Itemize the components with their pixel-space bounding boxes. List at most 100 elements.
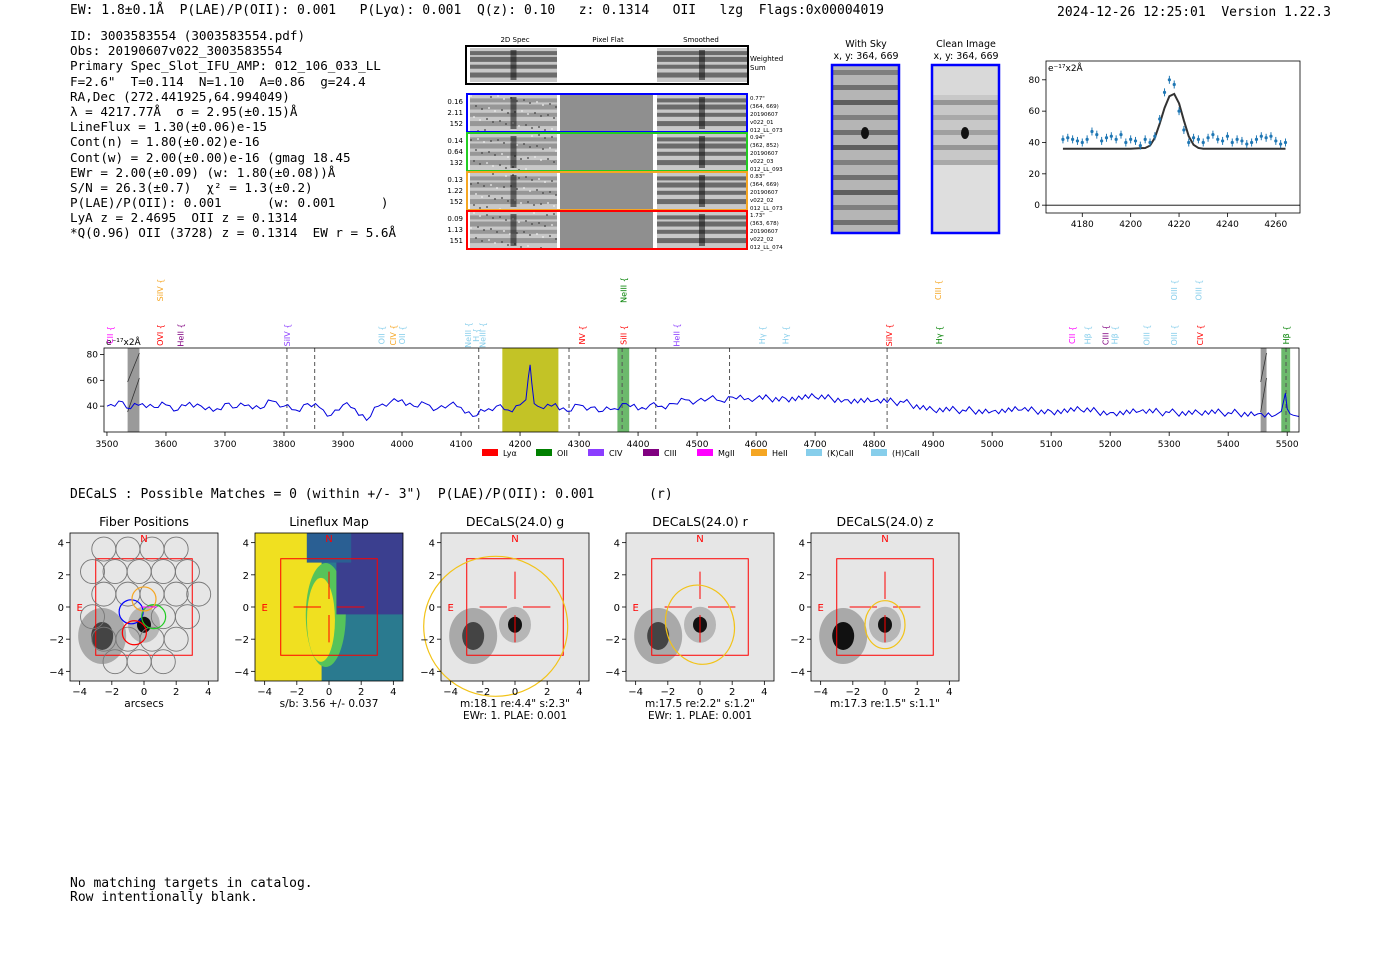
spec2d-noise-pixel xyxy=(547,158,549,160)
spec2d-noise-pixel xyxy=(499,120,501,122)
panel-ytick-label: 4 xyxy=(614,539,620,550)
zoom-data-point xyxy=(1211,133,1215,137)
info-lambda-sigma: λ = 4217.77Å σ = 2.95(±0.15)Å xyxy=(70,103,298,119)
panel-aperture-ellipse xyxy=(664,584,736,665)
spec2d-noise-pixel xyxy=(525,168,527,170)
panel-north-label: N xyxy=(140,534,147,545)
spec2d-noise-pixel xyxy=(555,106,557,108)
spec2d-noise-pixel xyxy=(534,112,536,114)
spectrum-legend-label: Lyα xyxy=(503,449,517,458)
panel-caption: s/b: 3.56 +/- 0.037 xyxy=(280,698,379,710)
spectrum-line-label: NeIII { xyxy=(619,277,628,303)
spec2d-noise-pixel xyxy=(533,204,535,206)
spectrum-line-label: CIV { xyxy=(389,324,398,345)
spec2d-noise-pixel xyxy=(473,116,475,118)
spec2d-fiber-left-label: 151 xyxy=(450,237,463,245)
spectrum-mask-hatch xyxy=(1260,352,1267,383)
panel-east-label: E xyxy=(261,603,267,614)
spec2d-fiber-left-label: 2.11 xyxy=(447,109,463,117)
spec2d-noise-pixel xyxy=(520,158,522,160)
info-fit-params: F=2.6" T=0.114 N=1.10 A=0.86 g=24.4 xyxy=(70,73,366,89)
spec2d-fiber-right-label: v022_02 xyxy=(750,198,774,204)
spec2d-noise-pixel xyxy=(477,226,479,228)
spectrum-line-label: SiIV { xyxy=(283,324,292,347)
spec2d-noise-pixel xyxy=(486,162,488,164)
spec2d-noise-pixel xyxy=(547,114,549,116)
cutout-source xyxy=(961,127,969,139)
panel-xtick-label: −4 xyxy=(628,687,643,698)
spectrum-line-label: OIII { xyxy=(1143,324,1152,345)
spec2d-noise-pixel xyxy=(544,137,546,139)
spec2d-noise-pixel xyxy=(479,163,481,165)
spec2d-fiber-left-label: 0.64 xyxy=(447,148,463,156)
spectrum-line-label: OIII { xyxy=(1170,324,1179,345)
zoom-data-point xyxy=(1061,137,1065,141)
spec2d-noise-pixel xyxy=(473,204,475,206)
spec2d-fiber-right-label: (363, 678) xyxy=(750,221,779,227)
zoom-data-point xyxy=(1071,137,1075,141)
spec2d-noise-pixel xyxy=(490,228,492,230)
spec2d-noise-pixel xyxy=(516,232,518,234)
spec2d-noise-pixel xyxy=(503,186,505,188)
panel-galaxy-core xyxy=(647,621,670,650)
spec2d-noise-pixel xyxy=(497,95,499,97)
spec2d-noise-pixel xyxy=(486,206,488,208)
spectrum-line-label: NV { xyxy=(578,325,587,344)
panel-xtick-label: 0 xyxy=(697,687,703,698)
panel-ytick-label: 0 xyxy=(614,603,620,614)
spec2d-noise-pixel xyxy=(523,187,525,189)
spec2d-col-label: Smoothed xyxy=(683,36,719,44)
cutout-band xyxy=(932,65,999,95)
spec2d-noise-pixel xyxy=(536,233,538,235)
spec2d-fiber-left-label: 0.16 xyxy=(447,98,463,106)
spec2d-noise-pixel xyxy=(509,233,511,235)
panel-ytick-label: 2 xyxy=(58,571,64,582)
panel-xtick-label: 2 xyxy=(914,687,920,698)
spec2d-fiber-frame xyxy=(466,210,748,250)
spec2d-noise-pixel xyxy=(536,189,538,191)
spectrum-axes-frame xyxy=(103,347,1300,433)
panel-ytick-label: 0 xyxy=(429,603,435,614)
spec2d-noise-pixel xyxy=(521,110,523,112)
panel-east-label: E xyxy=(76,603,82,614)
image-panel: DECaLS(24.0) r N E −4 −4 −2 −2 0 0 2 2 4 4 m:17.5 re:… xyxy=(605,514,775,722)
panel-xtick-label: −4 xyxy=(72,687,87,698)
spec2d-noise-pixel xyxy=(529,102,531,104)
spectrum-legend-swatch xyxy=(697,449,713,456)
panel-ytick-label: −4 xyxy=(420,667,435,678)
panel-east-label: E xyxy=(817,603,823,614)
spectrum-line-label: NeIII { xyxy=(478,322,487,348)
spectrum-mask-hatch xyxy=(127,377,140,413)
zoom-data-point xyxy=(1245,142,1249,146)
zoom-data-point xyxy=(1158,117,1162,121)
panel-ytick-label: −2 xyxy=(234,635,249,646)
panel-north-label: N xyxy=(881,534,888,545)
spec2d-fiber-left-label: 0.13 xyxy=(447,176,463,184)
zoom-ytick-label: 80 xyxy=(1029,76,1041,86)
panel-caption: EWr: 1. PLAE: 0.001 xyxy=(463,710,567,722)
fiber-circle xyxy=(174,559,200,585)
spectrum-line-label: OIII { xyxy=(1170,279,1179,300)
spectrum-mask-hatch xyxy=(127,352,140,383)
panel-ytick-label: 4 xyxy=(799,539,805,550)
spec2d-emission-spot xyxy=(510,214,517,246)
spec2d-noise-pixel xyxy=(494,110,496,112)
spec2d-fiber-right-label: v022_01 xyxy=(750,120,774,126)
spectrum-line-label: NeIII { xyxy=(464,322,473,348)
panel-image-region xyxy=(306,577,335,662)
spec2d-fiber-row: 0.09 1.13 151 1.73" (363, 678) 20190607 v022_0… xyxy=(447,210,783,251)
spectrum-legend-label: MgII xyxy=(718,449,735,458)
spec2d-noise-pixel xyxy=(505,123,507,125)
spectrum-ytick-label: 40 xyxy=(87,402,99,412)
spec2d-noise-pixel xyxy=(477,182,479,184)
zoom-data-point xyxy=(1172,82,1176,87)
zoom-data-point xyxy=(1283,140,1288,145)
spec2d-emission-spot xyxy=(510,136,517,168)
spec2d-noise-pixel xyxy=(542,104,544,106)
spec2d-noise-pixel xyxy=(470,139,472,141)
spec2d-noise-pixel xyxy=(483,229,485,231)
spec2d-noise-pixel xyxy=(553,205,555,207)
spectrum-xtick-label: 4600 xyxy=(745,440,768,450)
spec2d-noise-pixel xyxy=(540,115,542,117)
spec2d-noise-pixel xyxy=(486,118,488,120)
